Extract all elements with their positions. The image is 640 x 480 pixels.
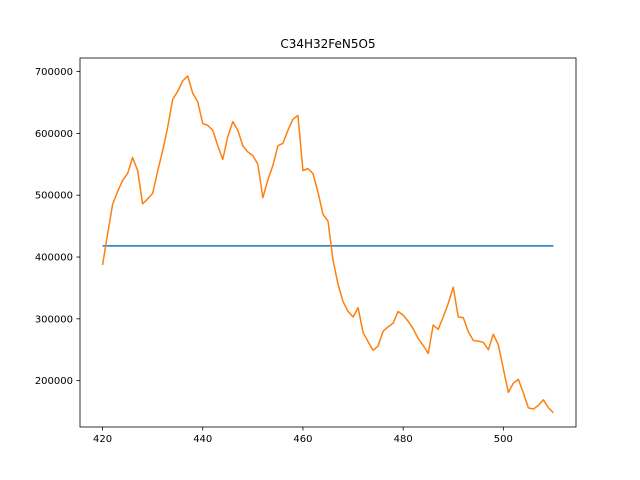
y-tick-label: 300000	[35, 314, 73, 325]
y-tick-label: 700000	[35, 67, 73, 78]
y-tick-label: 400000	[35, 253, 73, 264]
x-tick-label: 480	[394, 434, 413, 445]
y-tick-label: 500000	[35, 191, 73, 202]
y-tick-label: 200000	[35, 376, 73, 387]
y-tick-label: 600000	[35, 129, 73, 140]
x-tick-label: 500	[494, 434, 513, 445]
x-tick-label: 420	[93, 434, 112, 445]
x-tick-label: 460	[293, 434, 312, 445]
x-tick-label: 440	[193, 434, 212, 445]
chart-title: C34H32FeN5O5	[280, 37, 375, 51]
